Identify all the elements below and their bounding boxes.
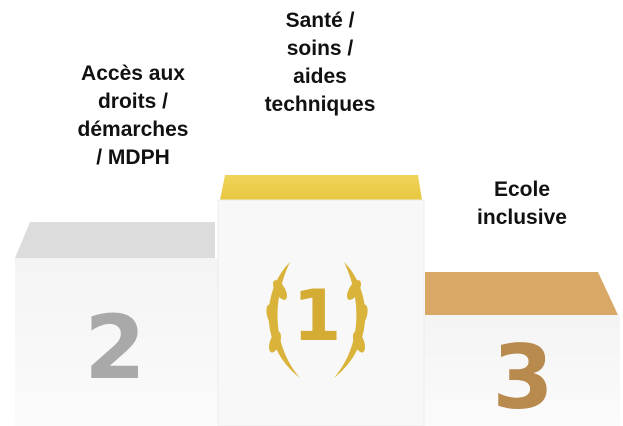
rank-number: 2	[84, 296, 145, 399]
step-top	[15, 222, 215, 258]
podium-scene: 2 1 3 Accès aux droits / démarches / MDPH Sa…	[0, 0, 623, 426]
podium-label: Santé /	[286, 9, 355, 32]
step-top	[425, 272, 618, 315]
step-top	[220, 175, 422, 200]
rank-number: 1	[293, 275, 342, 357]
podium-label: aides	[293, 65, 347, 88]
podium-label: droits /	[98, 90, 168, 113]
rank-number: 3	[492, 326, 553, 426]
podium-label: / MDPH	[96, 146, 170, 169]
podium-label: Accès aux	[81, 62, 185, 85]
podium-label: inclusive	[477, 206, 567, 229]
podium-label: démarches	[78, 118, 189, 141]
podium-label: soins /	[287, 37, 354, 60]
podium-label: techniques	[265, 93, 376, 116]
podium-label: Ecole	[494, 178, 550, 201]
